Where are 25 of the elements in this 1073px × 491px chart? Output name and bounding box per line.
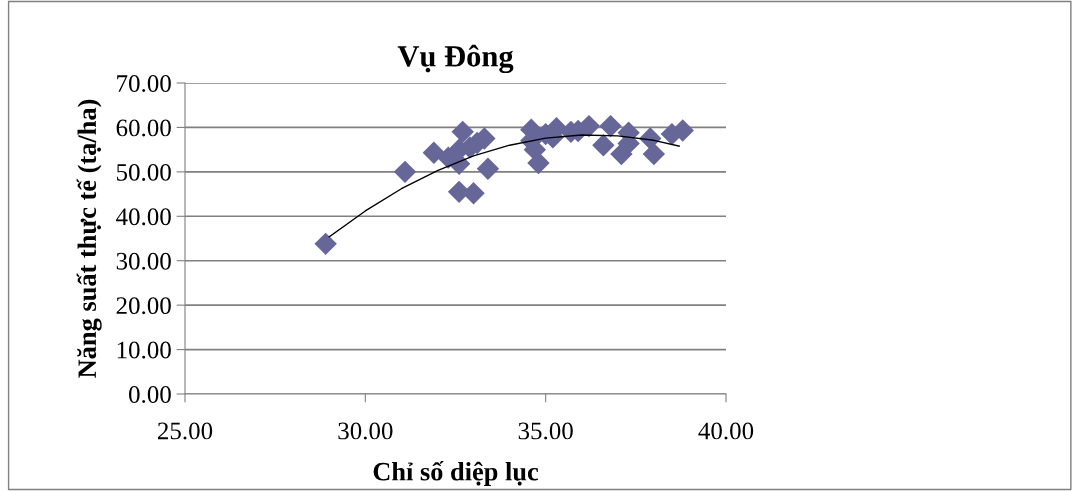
point: [527, 151, 550, 175]
y-tick-label: 60.00: [116, 119, 171, 137]
x-axis-title: Chỉ số diệp lục: [373, 461, 539, 486]
y-tick-label: 30.00: [116, 252, 171, 270]
y-axis-title: Năng suất thực tế (tạ/ha): [76, 99, 102, 378]
point: [451, 120, 474, 144]
x-tick-label: 30.00: [338, 422, 393, 440]
y-tick-label: 50.00: [117, 163, 171, 181]
y-tick-label: 20.00: [116, 297, 171, 315]
point: [314, 232, 337, 256]
point: [393, 160, 417, 184]
chart-title: Vụ Đông: [397, 44, 514, 74]
x-tick-label: 35.00: [518, 422, 573, 440]
x-tick-label: 25.00: [157, 422, 213, 440]
point: [476, 157, 500, 180]
y-tick-label: 40.00: [116, 208, 171, 226]
x-tick-label: 40.00: [698, 422, 754, 440]
point: [462, 181, 485, 205]
y-tick-label: 10.00: [117, 341, 171, 359]
point: [599, 114, 622, 138]
point: [642, 142, 666, 166]
y-tick-label: 0.00: [129, 386, 171, 404]
y-tick-label: 70.00: [117, 75, 171, 93]
point: [592, 134, 615, 157]
point: [422, 141, 446, 164]
